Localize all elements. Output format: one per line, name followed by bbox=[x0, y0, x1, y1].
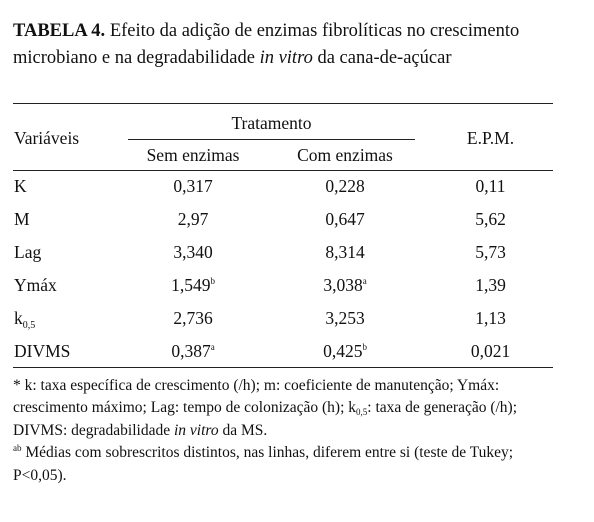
treatment-underline bbox=[128, 139, 415, 140]
value-superscript: b bbox=[210, 276, 215, 286]
value-text: 3,038 bbox=[323, 275, 363, 295]
row-value-without-enzymes: 2,97 bbox=[128, 209, 258, 229]
value-text: 0,387 bbox=[171, 341, 211, 361]
row-variable: M bbox=[14, 209, 30, 229]
header-with-enzymes: Com enzimas bbox=[297, 145, 393, 165]
row-variable: DIVMS bbox=[14, 341, 70, 361]
footnote-ab-superscript: ab bbox=[13, 442, 22, 453]
header-variables: Variáveis bbox=[14, 128, 80, 148]
value-text: 1,13 bbox=[475, 308, 506, 328]
value-text: 1,549 bbox=[171, 275, 211, 295]
row-variable: Lag bbox=[14, 242, 41, 262]
value-text: 2,736 bbox=[173, 308, 213, 328]
header-rule bbox=[13, 170, 553, 171]
value-text: 3,253 bbox=[325, 308, 365, 328]
row-variable-text: K bbox=[14, 176, 27, 196]
row-value-epm: 1,13 bbox=[438, 308, 543, 328]
row-variable-text: k bbox=[14, 308, 23, 328]
footnote-abbreviations-cont: : taxa de generação (/h); DIVMS: degrada… bbox=[13, 398, 518, 440]
row-value-epm: 5,73 bbox=[438, 242, 543, 262]
value-text: 0,317 bbox=[173, 176, 213, 196]
row-value-without-enzymes: 2,736 bbox=[128, 308, 258, 328]
row-value-without-enzymes: 0,317 bbox=[128, 176, 258, 196]
row-value-with-enzymes: 8,314 bbox=[275, 242, 415, 262]
footnote: * k: taxa específica de crescimento (/h)… bbox=[13, 375, 558, 487]
header-treatment: Tratamento bbox=[231, 113, 312, 133]
footnote-abbreviations-end: da MS. bbox=[218, 422, 268, 440]
header-without-enzymes: Sem enzimas bbox=[146, 145, 240, 165]
top-rule bbox=[13, 103, 553, 104]
table-caption-italic: in vitro bbox=[259, 48, 313, 68]
row-value-epm: 5,62 bbox=[438, 209, 543, 229]
row-variable: k0,5 bbox=[14, 308, 35, 332]
row-variable: Ymáx bbox=[14, 275, 57, 295]
value-superscript: b bbox=[362, 342, 367, 352]
row-value-without-enzymes: 3,340 bbox=[128, 242, 258, 262]
value-text: 3,340 bbox=[173, 242, 213, 262]
footnote-subscript: 0,5 bbox=[356, 406, 368, 417]
row-value-with-enzymes: 0,425b bbox=[275, 341, 415, 364]
value-text: 8,314 bbox=[325, 242, 365, 262]
footnote-italic: in vitro bbox=[174, 422, 219, 440]
row-value-epm: 1,39 bbox=[438, 275, 543, 295]
row-value-with-enzymes: 0,647 bbox=[275, 209, 415, 229]
value-text: 0,425 bbox=[323, 341, 363, 361]
value-superscript: a bbox=[210, 342, 215, 352]
row-variable-text: Ymáx bbox=[14, 275, 57, 295]
row-variable-subscript: 0,5 bbox=[22, 320, 36, 331]
row-variable: K bbox=[14, 176, 27, 196]
table-caption-text: Efeito da adição de enzimas fibrolíticas… bbox=[13, 21, 520, 68]
footnote-abbreviations: * k: taxa específica de crescimento (/h)… bbox=[13, 377, 500, 416]
row-value-epm: 0,11 bbox=[438, 176, 543, 196]
table-caption-text-end: da cana-de-açúcar bbox=[312, 48, 452, 68]
value-text: 0,021 bbox=[470, 341, 511, 361]
row-value-with-enzymes: 0,228 bbox=[275, 176, 415, 196]
row-value-epm: 0,021 bbox=[438, 341, 543, 361]
row-value-without-enzymes: 0,387a bbox=[128, 341, 258, 364]
table-caption: TABELA 4. Efeito da adição de enzimas fi… bbox=[13, 18, 583, 72]
row-value-without-enzymes: 1,549b bbox=[128, 275, 258, 298]
value-text: 5,73 bbox=[475, 242, 506, 262]
row-value-with-enzymes: 3,038a bbox=[275, 275, 415, 298]
value-text: 1,39 bbox=[475, 275, 506, 295]
value-superscript: a bbox=[362, 276, 367, 286]
value-text: 5,62 bbox=[475, 209, 506, 229]
value-text: 0,647 bbox=[325, 209, 365, 229]
header-epm: E.P.M. bbox=[466, 128, 515, 148]
value-text: 2,97 bbox=[177, 209, 209, 229]
row-value-with-enzymes: 3,253 bbox=[275, 308, 415, 328]
bottom-rule bbox=[13, 367, 553, 368]
row-variable-text: M bbox=[14, 209, 30, 229]
row-variable-text: DIVMS bbox=[14, 341, 71, 361]
footnote-significance: Médias com sobrescritos distintos, nas l… bbox=[13, 443, 514, 485]
table-caption-label: TABELA 4. bbox=[13, 21, 106, 41]
value-text: 0,228 bbox=[325, 176, 365, 196]
value-text: 0,11 bbox=[475, 176, 506, 196]
row-variable-text: Lag bbox=[14, 242, 42, 262]
